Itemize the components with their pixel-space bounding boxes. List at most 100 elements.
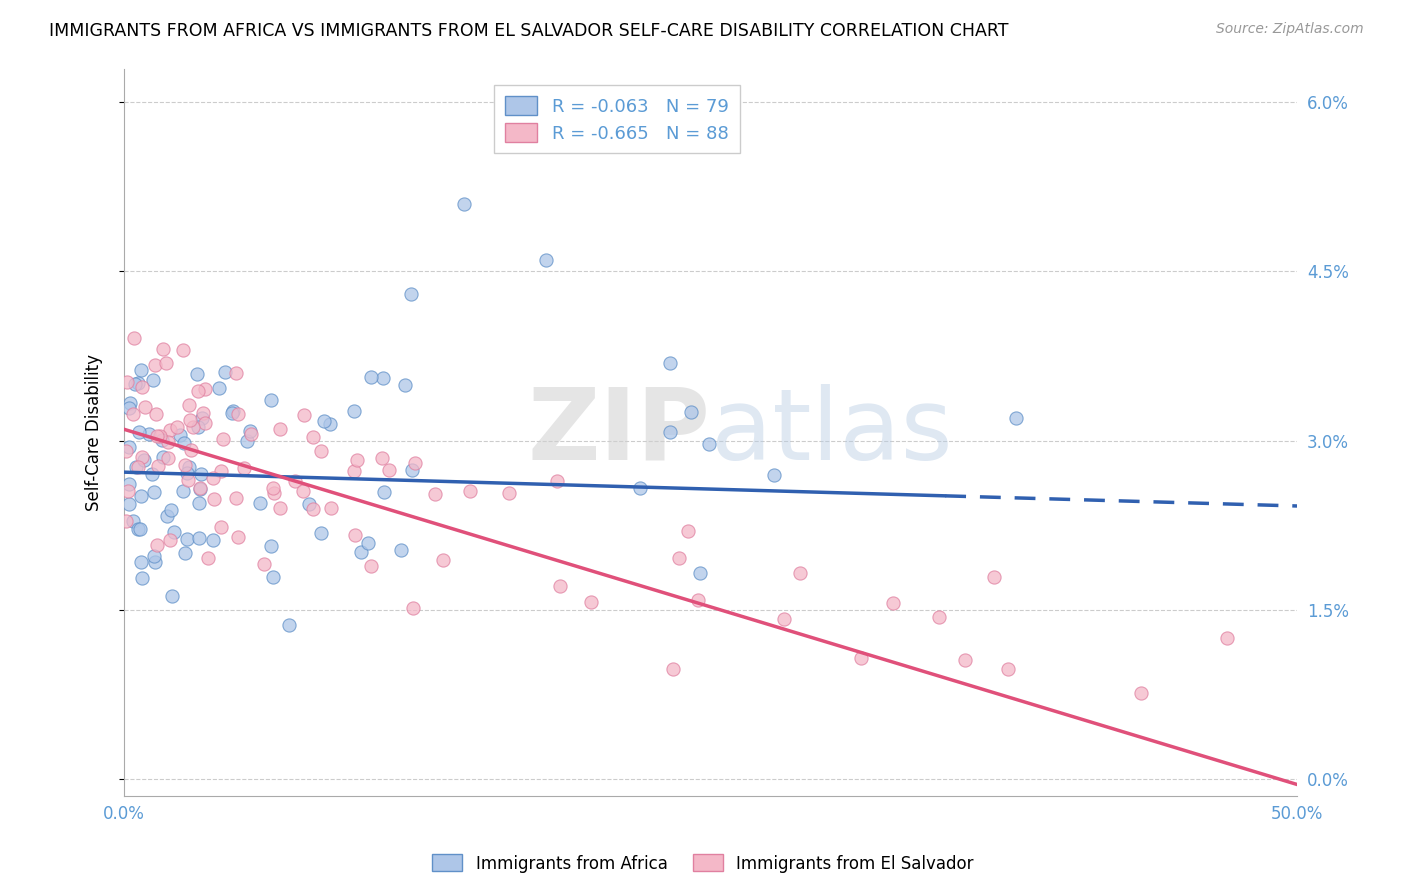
- Point: [399, 287, 422, 301]
- Point: [172, 484, 194, 499]
- Point: [118, 497, 141, 511]
- Point: [190, 482, 212, 496]
- Point: [121, 514, 143, 528]
- Point: [983, 570, 1005, 584]
- Point: [423, 487, 446, 501]
- Point: [159, 423, 181, 437]
- Point: [138, 426, 160, 441]
- Point: [179, 413, 201, 427]
- Point: [125, 459, 148, 474]
- Point: [117, 484, 139, 499]
- Point: [350, 545, 373, 559]
- Point: [194, 382, 217, 396]
- Point: [262, 570, 284, 584]
- Point: [127, 460, 149, 475]
- Point: [659, 425, 682, 439]
- Point: [127, 376, 149, 391]
- Point: [849, 651, 872, 665]
- Point: [394, 378, 416, 392]
- Legend: R = -0.063   N = 79, R = -0.665   N = 88: R = -0.063 N = 79, R = -0.665 N = 88: [494, 85, 740, 153]
- Point: [346, 453, 368, 467]
- Point: [143, 358, 166, 372]
- Point: [186, 384, 208, 398]
- Point: [159, 533, 181, 548]
- Point: [536, 253, 558, 268]
- Point: [548, 578, 571, 592]
- Point: [302, 502, 325, 516]
- Point: [128, 522, 150, 536]
- Point: [166, 419, 188, 434]
- Point: [371, 371, 394, 385]
- Point: [156, 508, 179, 523]
- Point: [214, 365, 236, 379]
- Point: [249, 496, 271, 510]
- Point: [668, 551, 690, 566]
- Point: [209, 520, 232, 534]
- Point: [152, 450, 174, 464]
- Point: [129, 555, 152, 569]
- Point: [129, 363, 152, 377]
- Point: [118, 441, 141, 455]
- Point: [191, 410, 214, 425]
- Point: [127, 522, 149, 536]
- Point: [360, 559, 382, 574]
- Point: [187, 531, 209, 545]
- Point: [202, 471, 225, 485]
- Point: [688, 593, 710, 607]
- Point: [498, 486, 520, 500]
- Point: [159, 502, 181, 516]
- Point: [180, 443, 202, 458]
- Point: [225, 491, 247, 505]
- Point: [357, 536, 380, 550]
- Point: [193, 405, 215, 419]
- Point: [378, 463, 401, 477]
- Point: [628, 482, 651, 496]
- Point: [188, 483, 211, 497]
- Point: [163, 525, 186, 540]
- Point: [156, 434, 179, 449]
- Point: [202, 492, 225, 507]
- Point: [321, 500, 343, 515]
- Point: [122, 331, 145, 345]
- Point: [172, 343, 194, 357]
- Point: [678, 524, 700, 539]
- Point: [309, 444, 332, 458]
- Point: [453, 196, 475, 211]
- Point: [143, 555, 166, 569]
- Y-axis label: Self-Care Disability: Self-Care Disability: [86, 353, 103, 510]
- Point: [152, 342, 174, 356]
- Point: [173, 435, 195, 450]
- Point: [1004, 411, 1026, 425]
- Point: [118, 477, 141, 491]
- Point: [128, 425, 150, 439]
- Point: [269, 422, 291, 436]
- Point: [209, 464, 232, 478]
- Point: [371, 450, 394, 465]
- Point: [177, 473, 200, 487]
- Text: ZIP: ZIP: [527, 384, 710, 481]
- Point: [222, 404, 245, 418]
- Point: [373, 484, 395, 499]
- Text: atlas: atlas: [710, 384, 952, 481]
- Point: [129, 490, 152, 504]
- Point: [124, 376, 146, 391]
- Point: [122, 407, 145, 421]
- Point: [174, 545, 197, 559]
- Point: [278, 618, 301, 632]
- Point: [145, 407, 167, 421]
- Point: [789, 566, 811, 580]
- Point: [458, 483, 481, 498]
- Point: [661, 662, 683, 676]
- Point: [773, 612, 796, 626]
- Point: [1129, 685, 1152, 699]
- Point: [309, 525, 332, 540]
- Point: [115, 514, 138, 528]
- Point: [260, 539, 283, 553]
- Point: [291, 484, 314, 499]
- Point: [263, 486, 285, 500]
- Point: [186, 368, 208, 382]
- Point: [239, 426, 262, 441]
- Point: [146, 538, 169, 552]
- Point: [202, 533, 225, 547]
- Text: Source: ZipAtlas.com: Source: ZipAtlas.com: [1216, 22, 1364, 37]
